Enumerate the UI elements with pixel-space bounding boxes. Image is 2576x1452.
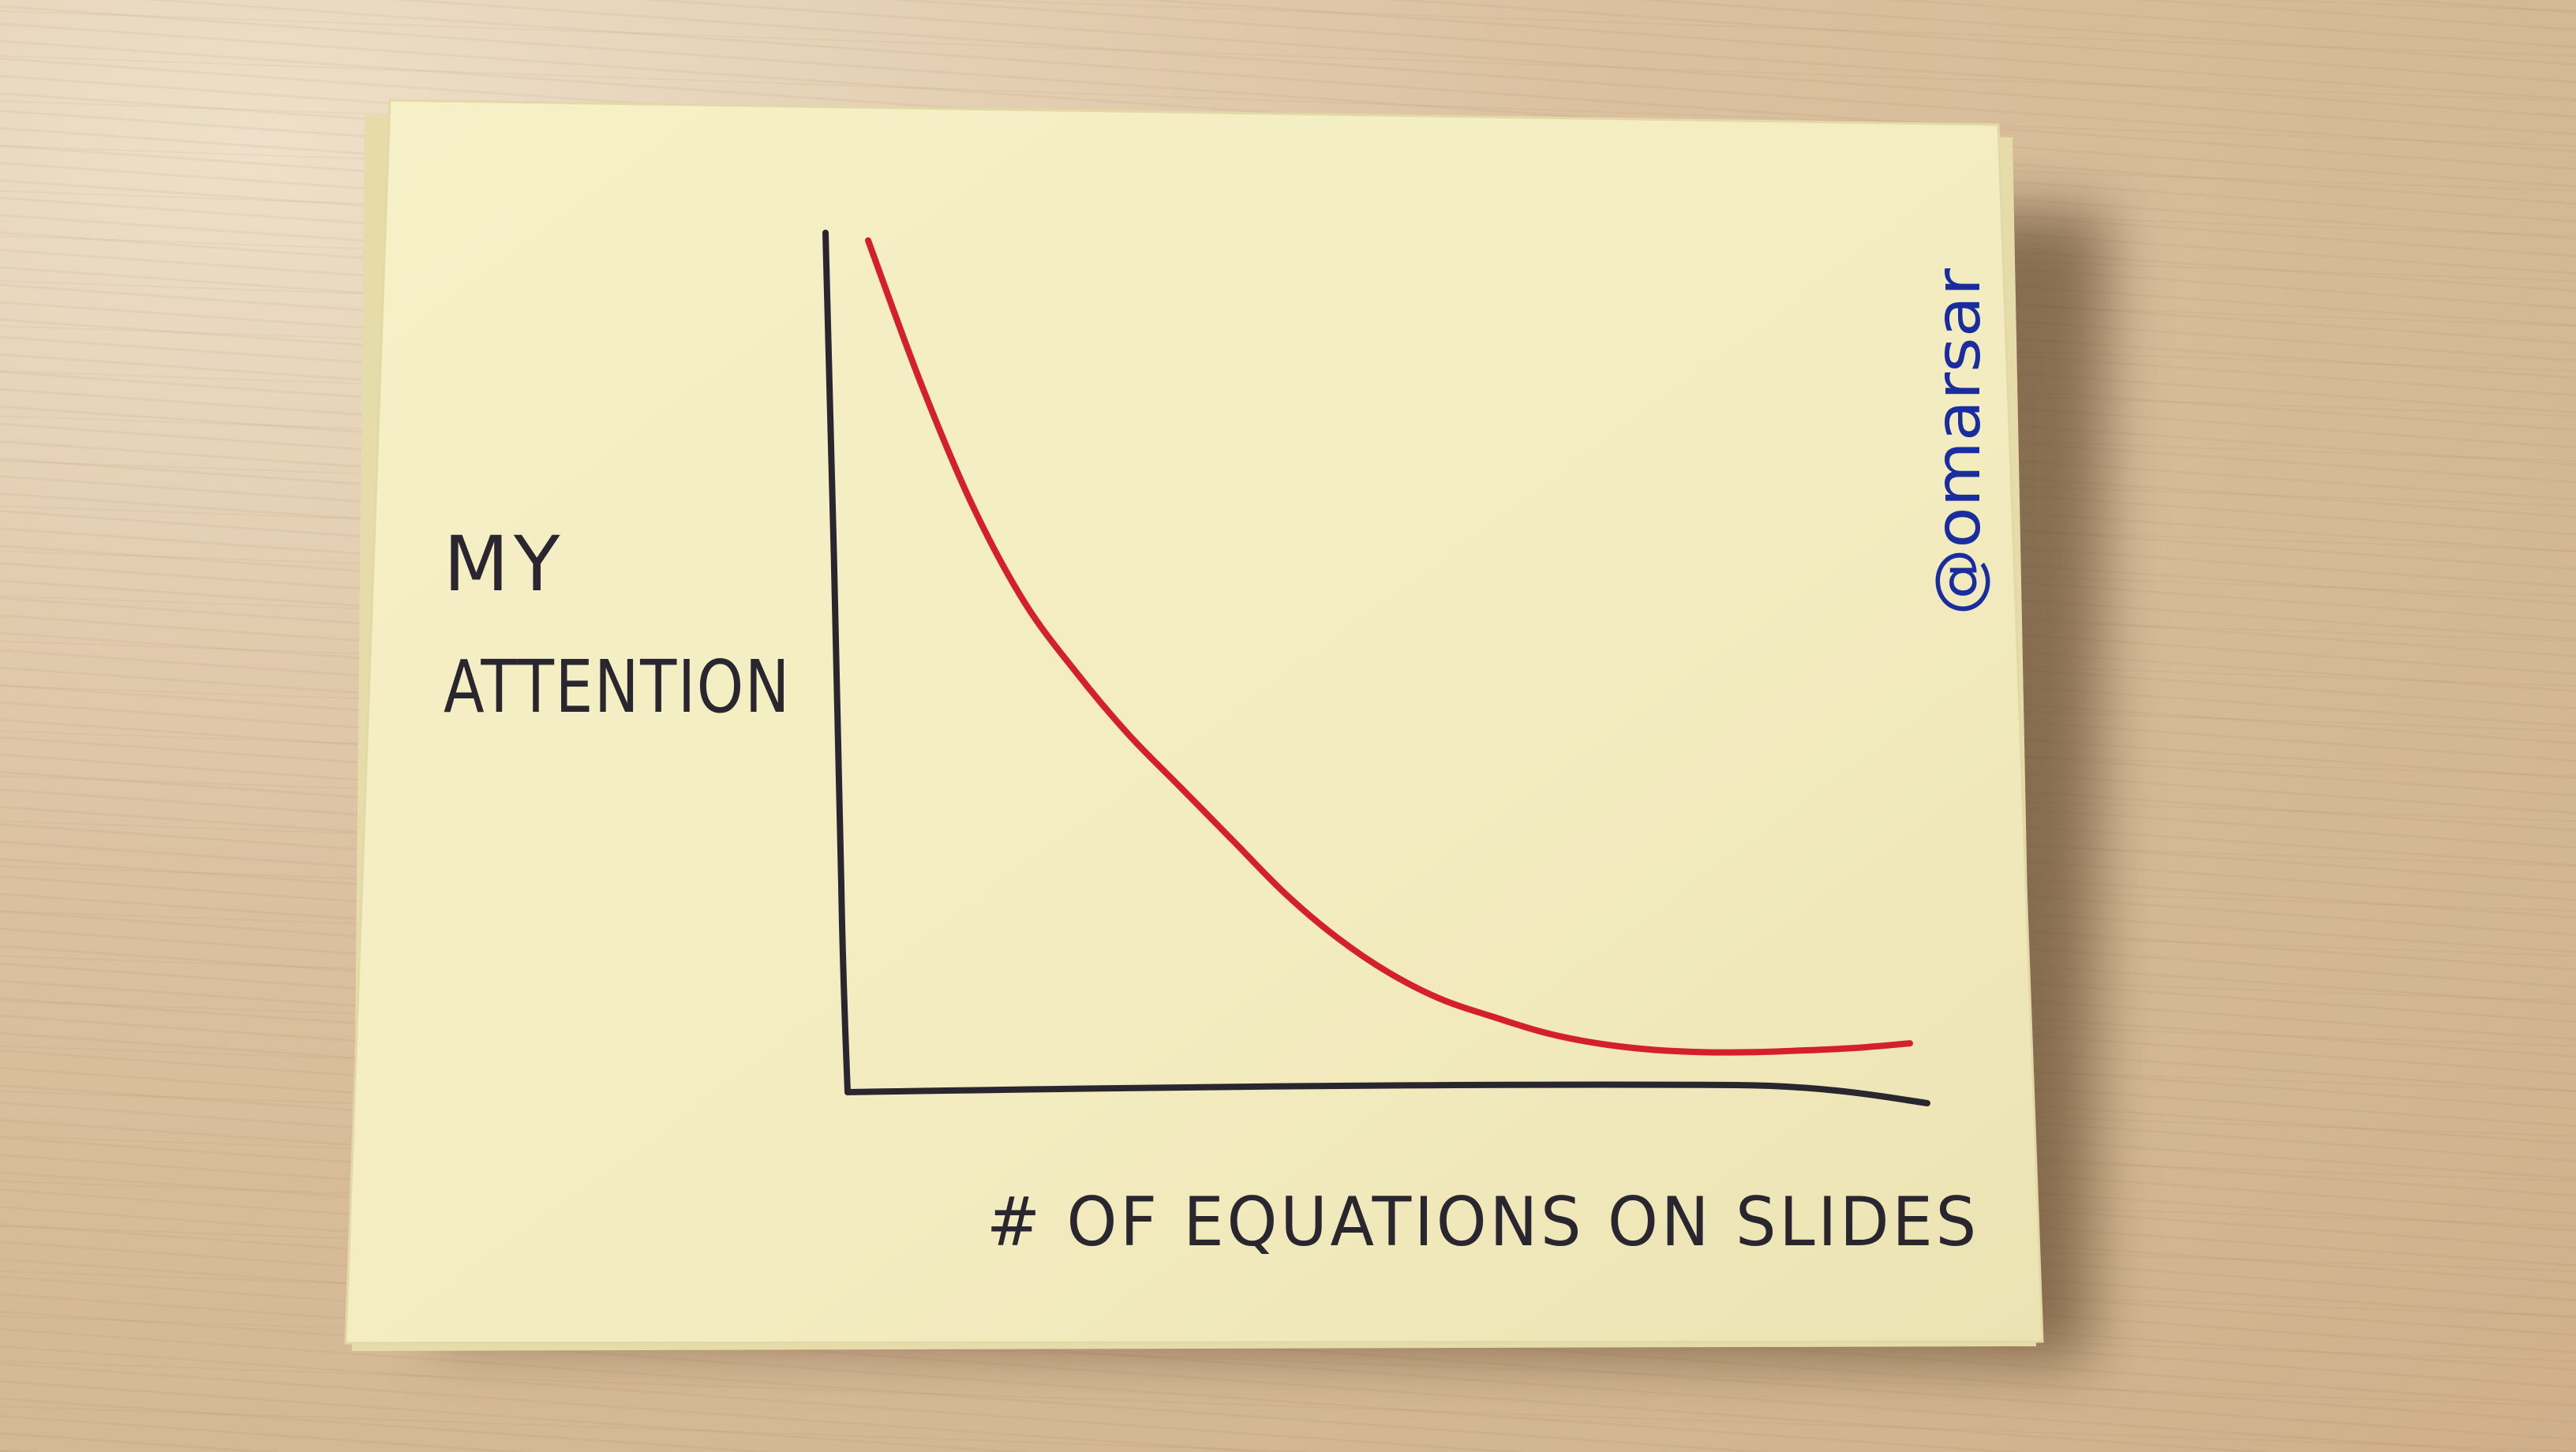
attention-curve-point-14	[1595, 1041, 1600, 1046]
attention-curve-point-16	[1699, 1050, 1704, 1054]
attention-curve-point-9	[1335, 935, 1339, 940]
attention-curve-point-13	[1543, 1031, 1548, 1035]
attention-curve-point-1	[918, 380, 923, 384]
attention-curve-point-0	[866, 238, 871, 243]
attention-curve-point-2	[970, 503, 975, 507]
attention-curve-point-6	[1178, 785, 1183, 790]
y-axis-label-line-2: ATTENTION	[444, 645, 791, 729]
attention-curve-point-7	[1230, 838, 1235, 843]
attention-curve	[865, 237, 1913, 1056]
attention-curve-point-5	[1126, 732, 1131, 737]
attention-curve-point-17	[1751, 1050, 1756, 1054]
attention-curve-point-11	[1439, 997, 1443, 1001]
sticky-note-paper	[344, 99, 2044, 1345]
attention-curve-point-8	[1282, 891, 1287, 896]
attention-curve-point-12	[1491, 1015, 1496, 1020]
attention-curve-point-15	[1647, 1047, 1652, 1052]
attention-curve-point-10	[1387, 971, 1391, 975]
attention-curve-point-3	[1022, 600, 1027, 604]
x-axis	[844, 1081, 1930, 1106]
y-axis	[822, 230, 851, 1095]
attention-curve-point-19	[1855, 1046, 1860, 1050]
attention-curve-point-20	[1908, 1041, 1912, 1046]
attention-curve-point-18	[1803, 1048, 1808, 1053]
y-axis-label-line-1: MY	[444, 520, 564, 608]
author-credit: @omarsar	[1923, 268, 1994, 616]
x-axis-label: # OF EQUATIONS ON SLIDES	[987, 1183, 1979, 1262]
attention-curve-point-4	[1074, 671, 1079, 675]
